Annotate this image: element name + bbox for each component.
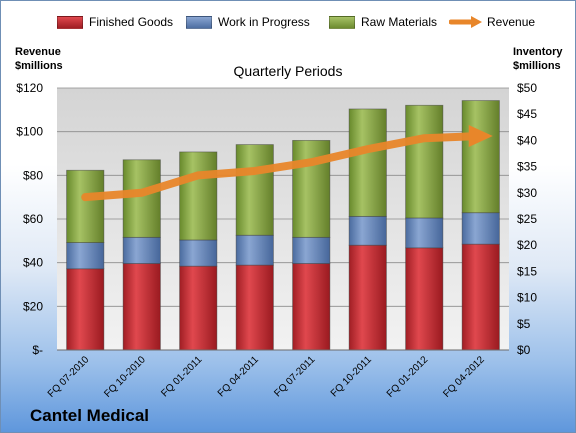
bar-raw-materials	[66, 169, 105, 243]
legend-item-work-in-progress: Work in Progress	[186, 15, 310, 29]
bar-raw-materials	[461, 100, 500, 214]
left-tick-label: $120	[16, 81, 43, 95]
bar-work-in-progress	[122, 236, 161, 264]
bar-finished-goods	[348, 244, 387, 351]
right-tick-label: $35	[517, 160, 537, 174]
x-tick-label: FQ 07-2010	[46, 354, 92, 400]
left-tick-label: $80	[23, 168, 43, 182]
bar-work-in-progress	[66, 242, 105, 270]
legend-label-raw-materials: Raw Materials	[361, 15, 438, 29]
right-tick-label: $50	[517, 81, 537, 95]
bar-finished-goods	[235, 264, 274, 351]
right-tick-label: $5	[517, 317, 531, 331]
bar-work-in-progress	[235, 234, 274, 266]
legend-item-finished-goods: Finished Goods	[57, 15, 173, 29]
revenue-line	[81, 132, 475, 202]
legend-swatch-raw-materials	[329, 15, 355, 29]
left-tick-label: $60	[23, 212, 43, 226]
bar-work-in-progress	[461, 212, 500, 245]
bar-work-in-progress	[292, 236, 331, 264]
bar-work-in-progress	[405, 217, 444, 249]
bar-finished-goods	[405, 247, 444, 351]
right-tick-label: $0	[517, 343, 531, 357]
x-tick-label: FQ 04-2011	[216, 354, 261, 399]
bar-raw-materials	[235, 144, 274, 236]
left-tick-label: $20	[23, 299, 43, 313]
legend-arrow-icon	[449, 16, 482, 28]
bar-raw-materials	[292, 139, 331, 238]
right-tick-label: $15	[517, 264, 537, 278]
bar-raw-materials	[405, 104, 444, 219]
right-tick-label: $10	[517, 291, 537, 305]
bar-raw-materials	[179, 151, 218, 241]
left-tick-label: $40	[23, 256, 43, 270]
bar-finished-goods	[461, 243, 500, 351]
x-tick-label: FQ 10-2010	[102, 354, 148, 400]
legend-item-revenue: Revenue	[449, 15, 535, 29]
bar-raw-materials	[348, 108, 387, 217]
x-tick-label: FQ 01-2012	[385, 354, 431, 400]
x-tick-label: FQ 04-2012	[441, 354, 487, 400]
left-tick-label: $100	[16, 125, 43, 139]
right-tick-label: $25	[517, 212, 537, 226]
right-tick-label: $45	[517, 107, 537, 121]
legend-item-raw-materials: Raw Materials	[329, 15, 437, 29]
x-tick-label: FQ 07-2011	[272, 354, 317, 399]
revenue-arrowhead	[468, 125, 493, 148]
bar-finished-goods	[122, 263, 161, 351]
x-tick-label: FQ 01-2011	[159, 354, 204, 399]
legend-swatch-finished-goods	[57, 15, 83, 29]
legend-label-revenue: Revenue	[487, 15, 536, 29]
right-tick-label: $30	[517, 186, 537, 200]
bar-finished-goods	[292, 263, 331, 351]
legend: Finished Goods Work in Progress Raw Mate…	[1, 15, 575, 33]
bar-work-in-progress	[348, 215, 387, 246]
legend-label-work-in-progress: Work in Progress	[218, 15, 310, 29]
company-name: Cantel Medical	[30, 406, 150, 425]
x-tick-label: FQ 10-2011	[329, 354, 374, 399]
left-tick-label: $-	[32, 343, 43, 357]
bar-finished-goods	[66, 268, 105, 351]
right-axis-title: Inventory $millions	[513, 46, 563, 72]
legend-label-finished-goods: Finished Goods	[89, 15, 174, 29]
left-axis-title: Revenue $millions	[15, 46, 63, 72]
legend-swatch-work-in-progress	[186, 15, 212, 29]
bar-work-in-progress	[179, 239, 218, 267]
bar-raw-materials	[122, 159, 161, 238]
bar-finished-goods	[179, 265, 218, 351]
right-tick-label: $20	[517, 238, 537, 252]
chart-title: Quarterly Periods	[233, 63, 343, 79]
right-tick-label: $40	[517, 133, 537, 147]
